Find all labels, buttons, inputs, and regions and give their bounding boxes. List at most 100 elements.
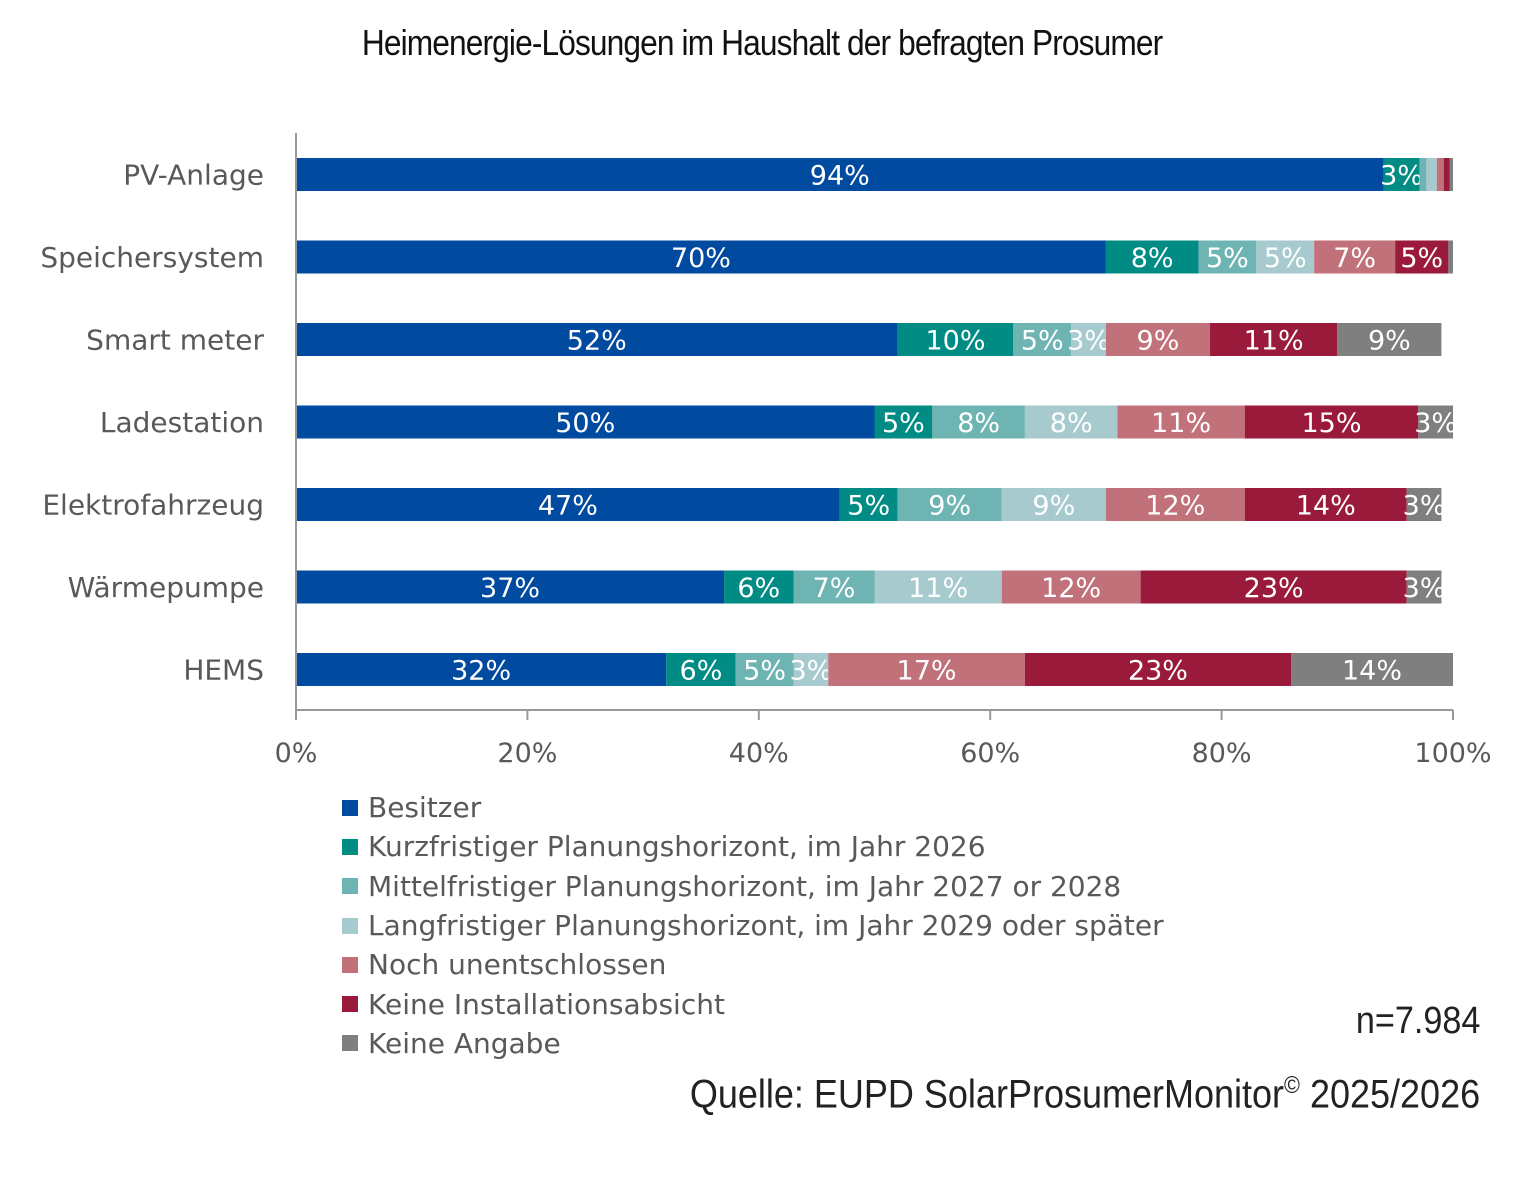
bar-segment	[1001, 570, 1141, 604]
legend-swatch	[342, 878, 358, 895]
bar-segment	[296, 570, 725, 604]
bar-segment	[296, 323, 898, 356]
legend-item: Keine Angabe	[342, 1024, 1164, 1063]
bar-segment	[1024, 405, 1118, 439]
data-label: 11%	[1244, 326, 1304, 357]
data-label: 14%	[1342, 656, 1402, 687]
bar-segment	[1314, 240, 1396, 274]
bar-segment	[1140, 570, 1407, 604]
bar-segment	[828, 653, 1025, 686]
legend-label: Kurzfristiger Planungshorizont, im Jahr …	[368, 830, 986, 864]
bar-segment	[1418, 405, 1453, 439]
data-label: 52%	[567, 326, 627, 357]
bar-segment	[1105, 240, 1199, 274]
bars-group: 94% 3%70% 8% 5% 5% 7% 5%52% 10% 5% 3% 9% 11% 9%50% 5%…	[296, 158, 1457, 687]
source-prefix: Quelle: EUPD SolarProsumerMonitor	[689, 1072, 1284, 1117]
bar-segment	[1198, 240, 1257, 274]
legend-item: Keine Installationsabsicht	[342, 984, 1164, 1023]
bar-segment	[1448, 240, 1453, 274]
category-label: PV-Anlage	[123, 159, 264, 192]
category-label: Wärmepumpe	[68, 571, 264, 604]
bar-segment	[1105, 323, 1211, 356]
copyright-mark: ©	[1283, 1072, 1300, 1099]
data-label: 6%	[680, 656, 723, 687]
legend-label: Keine Installationsabsicht	[368, 987, 725, 1021]
data-label: 7%	[813, 573, 856, 604]
bar-segment	[793, 653, 829, 686]
data-label: 6%	[737, 573, 780, 604]
bar-segment	[1337, 323, 1442, 356]
bar-segment	[296, 405, 875, 439]
data-label: 14%	[1296, 491, 1356, 522]
bar-segment	[1244, 488, 1407, 521]
data-label: 9%	[1032, 491, 1075, 522]
data-label: 5%	[743, 656, 786, 687]
data-label: 3%	[1414, 408, 1457, 439]
bar-segment	[1244, 405, 1419, 439]
data-label: 11%	[908, 573, 968, 604]
category-label: Speichersystem	[40, 241, 264, 274]
data-label: 37%	[480, 573, 540, 604]
category-label: Ladestation	[100, 406, 264, 439]
bar-segment	[1001, 488, 1106, 521]
legend-item: Langfristiger Planungshorizont, im Jahr …	[342, 906, 1164, 945]
legend-label: Mittelfristiger Planungshorizont, im Jah…	[368, 869, 1122, 903]
bar-segment	[1117, 405, 1245, 439]
legend-swatch	[342, 996, 358, 1013]
data-label: 5%	[847, 491, 890, 522]
legend-swatch	[342, 1035, 358, 1052]
bar-segment	[1383, 158, 1420, 191]
bar-segment	[839, 488, 898, 521]
data-label: 15%	[1302, 408, 1362, 439]
legend-swatch	[342, 917, 358, 934]
data-label: 3%	[1403, 573, 1446, 604]
legend-item: Noch unentschlossen	[342, 945, 1164, 984]
bar-segment	[897, 323, 1014, 356]
bar-segment	[1256, 240, 1315, 274]
legend-swatch	[342, 838, 358, 855]
data-label: 5%	[1264, 243, 1307, 274]
bar-segment	[296, 653, 667, 686]
bar-segment	[724, 570, 794, 604]
data-label: 32%	[451, 656, 511, 687]
data-label: 8%	[1131, 243, 1174, 274]
data-label: 12%	[1041, 573, 1101, 604]
category-labels: PV-Anlage Speichersystem Smart meter Ladest…	[40, 159, 264, 687]
legend: Besitzer Kurzfristiger Planungshorizont, …	[342, 788, 1164, 1063]
bar-segment	[1013, 323, 1072, 356]
axes-group: 0% 20% 40% 60% 80% 100%	[275, 133, 1492, 769]
bar-segment	[1406, 570, 1442, 604]
x-tick-label: 20%	[497, 738, 557, 769]
data-label: 9%	[928, 491, 971, 522]
data-label: 3%	[1380, 161, 1423, 192]
data-label: 17%	[897, 656, 957, 687]
data-label: 9%	[1137, 326, 1180, 357]
bar-segment	[1406, 488, 1442, 521]
x-tick-label: 40%	[729, 738, 789, 769]
source-suffix: 2025/2026	[1299, 1072, 1480, 1117]
bar-segment	[666, 653, 736, 686]
data-label: 94%	[810, 161, 870, 192]
data-label: 5%	[1021, 326, 1064, 357]
bar-segment	[1449, 158, 1453, 191]
data-label: 5%	[1206, 243, 1249, 274]
data-label: 23%	[1128, 656, 1188, 687]
legend-swatch	[342, 956, 358, 973]
bar-segment	[874, 405, 933, 439]
data-label: 11%	[1151, 408, 1211, 439]
data-label: 23%	[1244, 573, 1304, 604]
bar-segment	[1436, 158, 1444, 191]
bar-segment	[1291, 653, 1453, 686]
bar-segment	[1419, 158, 1427, 191]
bar-segment	[1210, 323, 1338, 356]
x-tick-label: 80%	[1192, 738, 1252, 769]
legend-swatch	[342, 799, 358, 816]
legend-label: Keine Angabe	[368, 1026, 561, 1060]
bar-segment	[735, 653, 794, 686]
source-note: Quelle: EUPD SolarProsumerMonitor© 2025/…	[690, 1072, 1480, 1117]
data-label: 47%	[538, 491, 598, 522]
bar-segment	[296, 488, 840, 521]
chart-title: Heimenergie-Lösungen im Haushalt der bef…	[361, 22, 1163, 63]
category-label: HEMS	[183, 654, 264, 687]
bar-segment	[1071, 323, 1106, 356]
